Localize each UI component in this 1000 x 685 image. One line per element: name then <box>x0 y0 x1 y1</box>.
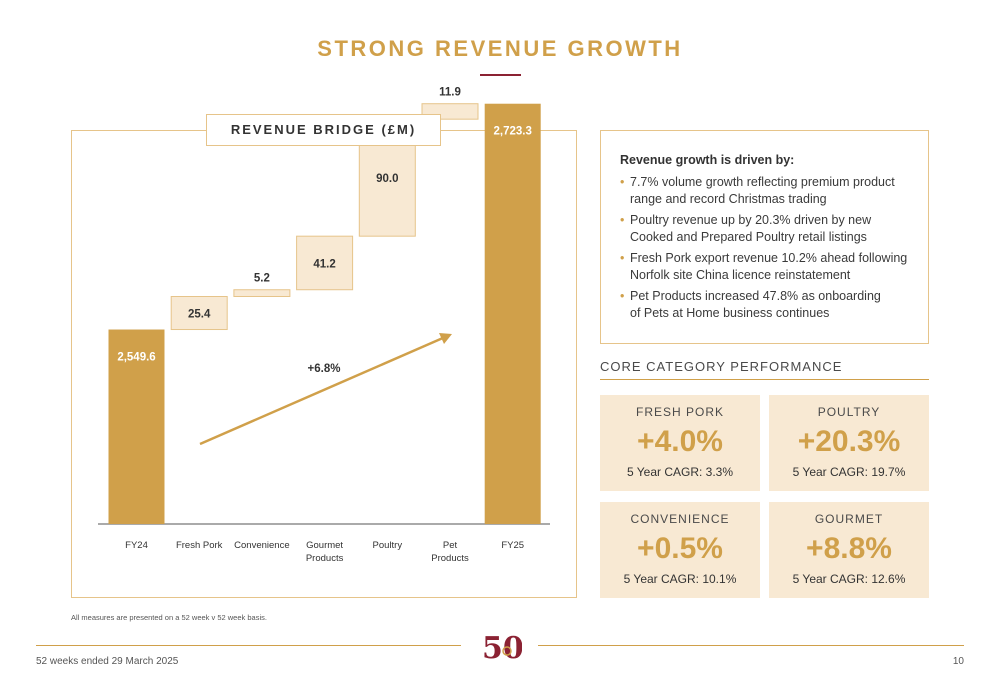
footer-rule-right <box>538 645 964 646</box>
tile-cagr: 5 Year CAGR: 3.3% <box>626 465 734 479</box>
tile-cagr: 5 Year CAGR: 19.7% <box>792 465 906 479</box>
tile-growth-value: +0.5% <box>637 532 723 565</box>
bullet-icon: • <box>620 213 625 227</box>
driver-item: • Pet Products increased 47.8% as onboard… <box>620 288 912 321</box>
tile-gourmet: GOURMET +8.8% 5 Year CAGR: 12.6% <box>769 502 929 598</box>
tile-growth-value: +4.0% <box>637 425 723 458</box>
tile-cagr: 5 Year CAGR: 12.6% <box>792 572 906 586</box>
driver-line: Cooked and Prepared Poultry retail listi… <box>630 229 867 244</box>
drivers-panel: Revenue growth is driven by: • 7.7% volum… <box>600 130 929 344</box>
anniversary-logo: 50 <box>482 631 522 666</box>
driver-line: Poultry revenue up by 20.3% driven by ne… <box>630 213 872 227</box>
bullet-icon: • <box>620 289 625 303</box>
tile-cagr: 5 Year CAGR: 10.1% <box>623 572 737 586</box>
driver-line: 7.7% volume growth reflecting premium pr… <box>630 175 895 189</box>
tile-growth-value: +20.3% <box>797 425 901 458</box>
logo-mark: 50 <box>482 631 522 666</box>
tile-convenience: CONVENIENCE +0.5% 5 Year CAGR: 10.1% <box>600 502 760 598</box>
driver-item: • Poultry revenue up by 20.3% driven by n… <box>620 212 912 245</box>
tile-poultry: POULTRY +20.3% 5 Year CAGR: 19.7% <box>769 395 929 491</box>
tile-name: POULTRY <box>817 405 881 419</box>
driver-item: • Fresh Pork export revenue 10.2% ahead f… <box>620 250 912 283</box>
core-category-title: CORE CATEGORY PERFORMANCE <box>600 359 843 374</box>
core-category-rule <box>600 379 929 380</box>
driver-item: • 7.7% volume growth reflecting premium p… <box>620 174 912 207</box>
driver-line: range and record Christmas trading <box>630 191 827 206</box>
revenue-bridge-panel <box>71 130 577 598</box>
tile-name: GOURMET <box>814 512 884 526</box>
tile-name: FRESH PORK <box>635 405 724 419</box>
title-underline <box>480 74 521 76</box>
driver-line: Norfolk site China licence reinstatement <box>630 267 851 282</box>
driver-line: of Pets at Home business continues <box>630 305 830 320</box>
driver-line: Pet Products increased 47.8% as onboardi… <box>630 289 881 303</box>
data-label: 11.9 <box>439 87 461 99</box>
driver-line: Fresh Pork export revenue 10.2% ahead fo… <box>630 251 908 265</box>
tile-name: CONVENIENCE <box>630 512 730 526</box>
footer-rule-left <box>36 645 461 646</box>
drivers-list: • 7.7% volume growth reflecting premium p… <box>620 174 912 321</box>
revenue-bridge-header: REVENUE BRIDGE (£M) <box>206 114 441 146</box>
bullet-icon: • <box>620 251 625 265</box>
tile-fresh-pork: FRESH PORK +4.0% 5 Year CAGR: 3.3% <box>600 395 760 491</box>
footer-period: 52 weeks ended 29 March 2025 <box>36 656 179 667</box>
footnote: All measures are presented on a 52 week … <box>71 613 267 622</box>
logo-accent <box>502 646 512 656</box>
drivers-heading: Revenue growth is driven by: <box>620 153 795 167</box>
page-title: STRONG REVENUE GROWTH <box>317 36 683 61</box>
bullet-icon: • <box>620 175 625 189</box>
page-number: 10 <box>952 656 964 667</box>
tile-growth-value: +8.8% <box>806 532 892 565</box>
